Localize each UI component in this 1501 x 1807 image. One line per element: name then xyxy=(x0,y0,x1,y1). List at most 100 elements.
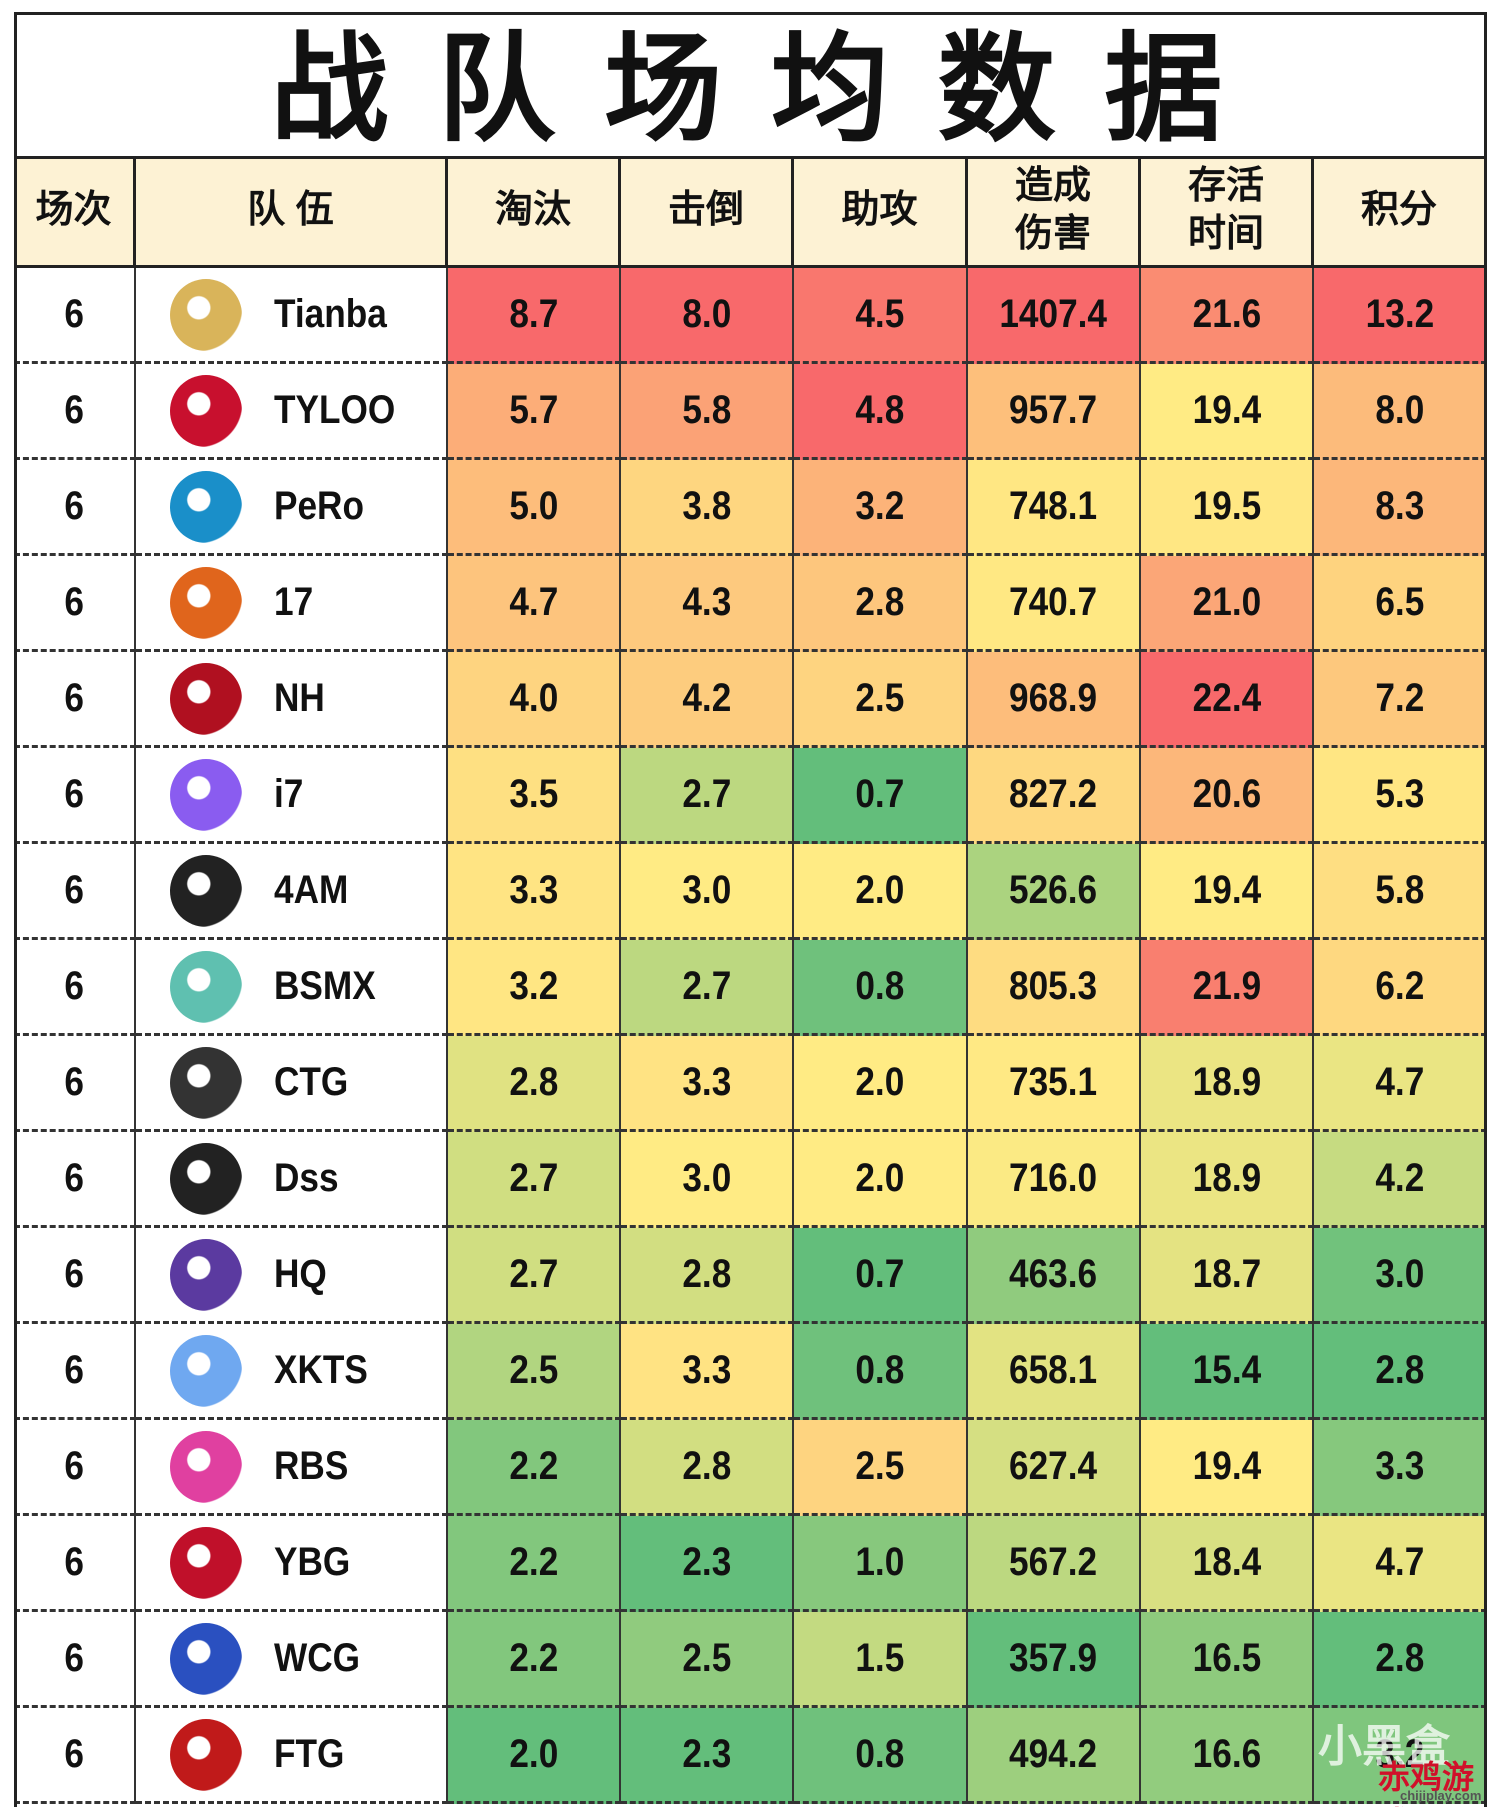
table-cell: 6.5 xyxy=(1314,556,1487,652)
header-cell: 积分 xyxy=(1314,156,1487,268)
cell-text: 6 xyxy=(64,868,84,912)
table-cell: 2.8 xyxy=(1314,1324,1487,1420)
table-cell: 6 xyxy=(14,1612,136,1708)
cell-text: 6 xyxy=(64,580,84,624)
team-logo xyxy=(170,1142,242,1215)
team-name: RBS xyxy=(274,1444,349,1488)
cell-text: 7.2 xyxy=(1375,676,1424,720)
team-name: PeRo xyxy=(274,484,364,528)
cell-text: 19.4 xyxy=(1192,388,1261,432)
cell-text: 2.5 xyxy=(855,1444,905,1488)
table-cell: 1.5 xyxy=(794,1612,968,1708)
team-logo xyxy=(170,566,242,639)
team-logo xyxy=(170,950,242,1023)
table-cell: 2.0 xyxy=(794,1036,968,1132)
cell-text: 6 xyxy=(64,1060,84,1104)
cell-text: 18.4 xyxy=(1192,1540,1261,1584)
cell-text: 19.5 xyxy=(1192,484,1261,528)
table-cell: 494.2 xyxy=(968,1708,1141,1804)
cell-text: 4.3 xyxy=(682,580,731,624)
cell-text: 827.2 xyxy=(1009,772,1098,816)
table-cell: 19.4 xyxy=(1141,1420,1314,1516)
cell-text: 21.6 xyxy=(1192,292,1261,336)
cell-text: 5.3 xyxy=(1375,772,1424,816)
cell-text: 6 xyxy=(64,484,84,528)
table-cell: 18.9 xyxy=(1141,1132,1314,1228)
watermark: chijiplay.com xyxy=(1400,1788,1482,1803)
cell-text: 6 xyxy=(64,1540,84,1584)
cell-text: 4.7 xyxy=(1375,1540,1424,1584)
table-cell: 2.3 xyxy=(621,1708,794,1804)
cell-text: 20.6 xyxy=(1192,772,1261,816)
table-cell: 0.7 xyxy=(794,1228,968,1324)
cell-text: 6 xyxy=(64,1252,84,1296)
table-cell: 18.9 xyxy=(1141,1036,1314,1132)
team-name: XKTS xyxy=(274,1348,368,1392)
cell-text: 18.9 xyxy=(1192,1156,1261,1200)
team-name: TYLOO xyxy=(274,388,396,432)
cell-text: 6 xyxy=(64,964,84,1008)
table-cell: 2.5 xyxy=(794,652,968,748)
cell-text: 2.3 xyxy=(682,1540,731,1584)
header-cell: 场次 xyxy=(14,156,136,268)
cell-text: 0.7 xyxy=(855,1252,905,1296)
cell-text: 3.5 xyxy=(509,772,558,816)
cell-text: 4.5 xyxy=(855,292,905,336)
table-cell: 4.5 xyxy=(794,268,968,364)
cell-text: 6 xyxy=(64,772,84,816)
table-cell: 5.7 xyxy=(448,364,621,460)
table-cell: 8.3 xyxy=(1314,460,1487,556)
table-cell: 4.7 xyxy=(1314,1516,1487,1612)
table-cell: 463.6 xyxy=(968,1228,1141,1324)
cell-text: 3.2 xyxy=(855,484,905,528)
header-cell: 队 伍 xyxy=(136,156,448,268)
table-cell: 6 xyxy=(14,1324,136,1420)
table-cell: 3.0 xyxy=(1314,1228,1487,1324)
team-logo xyxy=(170,662,242,735)
team-name: Tianba xyxy=(274,292,387,336)
cell-text: 3.2 xyxy=(1375,1732,1424,1776)
table-cell: 4.2 xyxy=(1314,1132,1487,1228)
team-name: HQ xyxy=(274,1252,327,1296)
table-cell: 18.4 xyxy=(1141,1516,1314,1612)
cell-text: 1.5 xyxy=(855,1636,905,1680)
cell-text: 2.5 xyxy=(509,1348,558,1392)
cell-text: 2.8 xyxy=(855,580,905,624)
cell-text: 2.7 xyxy=(509,1252,558,1296)
table-cell: 6.2 xyxy=(1314,940,1487,1036)
cell-text: 5.7 xyxy=(509,388,558,432)
team-logo xyxy=(170,1334,242,1407)
cell-text: 740.7 xyxy=(1009,580,1098,624)
cell-text: 2.2 xyxy=(509,1540,558,1584)
cell-text: 21.0 xyxy=(1192,580,1261,624)
table-cell: 6 xyxy=(14,1516,136,1612)
cell-text: 19.4 xyxy=(1192,868,1261,912)
cell-text: 2.7 xyxy=(682,964,731,1008)
table-cell: 658.1 xyxy=(968,1324,1141,1420)
table-cell: 3.2 xyxy=(1314,1708,1487,1804)
table-cell: 1407.4 xyxy=(968,268,1141,364)
cell-text: 2.8 xyxy=(1375,1636,1424,1680)
team-cell: 4AM xyxy=(136,844,448,940)
table-cell: 4.3 xyxy=(621,556,794,652)
team-cell: XKTS xyxy=(136,1324,448,1420)
cell-text: 2.3 xyxy=(682,1732,731,1776)
table-cell: 5.0 xyxy=(448,460,621,556)
table-cell: 19.4 xyxy=(1141,844,1314,940)
table-cell: 4.2 xyxy=(621,652,794,748)
team-logo xyxy=(170,1238,242,1311)
table-cell: 6 xyxy=(14,556,136,652)
table-cell: 6 xyxy=(14,1420,136,1516)
cell-text: 716.0 xyxy=(1009,1156,1098,1200)
table-cell: 2.5 xyxy=(448,1324,621,1420)
table-cell: 357.9 xyxy=(968,1612,1141,1708)
cell-text: 16.5 xyxy=(1192,1636,1261,1680)
team-name: BSMX xyxy=(274,964,376,1008)
header-cell: 存活 时间 xyxy=(1141,156,1314,268)
cell-text: 13.2 xyxy=(1365,292,1434,336)
cell-text: 4.8 xyxy=(855,388,905,432)
cell-text: 2.5 xyxy=(855,676,905,720)
cell-text: 19.4 xyxy=(1192,1444,1261,1488)
table-cell: 6 xyxy=(14,1708,136,1804)
